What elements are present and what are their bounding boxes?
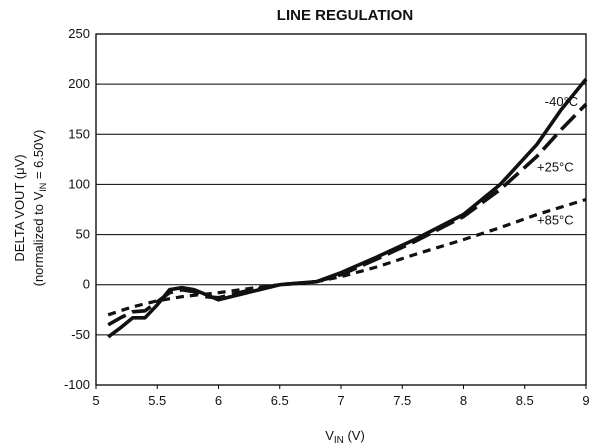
x-tick-label: 7 [337,393,344,408]
y-tick-label: -100 [64,377,90,392]
gridlines [96,33,586,386]
series-line-0 [107,77,588,339]
y-axis-label-2-sub: IN [38,183,48,192]
x-axis-label-main: V [325,428,334,443]
x-tick-label: 8 [460,393,467,408]
tick-labels: -100 -50 0 50 100 150 200 250 5 5.5 6 6.5 7 7.5 8 8.5 9 [64,26,590,408]
y-axis-label-2-post: = 6.50V) [31,130,46,183]
series-line-1 [107,102,588,327]
x-axis-label-unit: (V) [344,428,365,443]
x-tick-label: 6 [215,393,222,408]
y-tick-label: 0 [83,277,90,292]
y-tick-label: 250 [68,26,90,41]
series-label-1: +25°C [537,159,574,174]
x-tick-label: 8.5 [516,393,534,408]
y-tick-label: 50 [76,227,90,242]
x-axis-label: VIN (V) [325,428,365,446]
x-axis-label-sub: IN [334,435,344,446]
y-tick-label: 150 [68,126,90,141]
y-tick-label: 200 [68,76,90,91]
series-lines [107,77,588,339]
series-labels: -40°C +25°C +85°C [537,94,578,227]
y-axis-label-2-pre: (normalized to V [31,191,46,286]
series-line-2 [107,197,587,317]
x-tick-label: 7.5 [393,393,411,408]
plot-frame [95,33,587,386]
x-tick-label: 9 [582,393,589,408]
series-label-0: -40°C [545,94,578,109]
y-axis-label: DELTA VOUT (μV) [12,154,27,261]
y-tick-label: 100 [68,176,90,191]
x-tick-label: 6.5 [271,393,289,408]
series-label-2: +85°C [537,213,574,228]
x-tick-label: 5 [92,393,99,408]
y-axis-label-normalization: (normalized to VIN = 6.50V) [31,130,48,287]
chart-title: LINE REGULATION [277,7,413,24]
x-tick-label: 5.5 [148,393,166,408]
y-tick-label: -50 [71,327,90,342]
